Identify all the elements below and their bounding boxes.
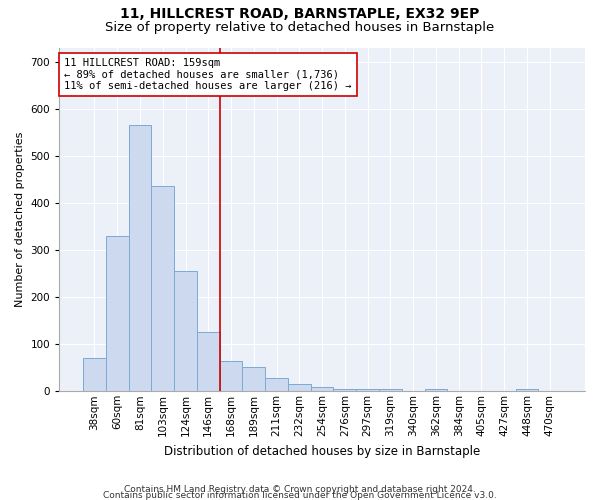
- Bar: [265, 378, 288, 392]
- Text: Size of property relative to detached houses in Barnstaple: Size of property relative to detached ho…: [106, 21, 494, 34]
- Bar: [106, 236, 128, 392]
- Bar: [334, 389, 356, 392]
- Bar: [151, 186, 174, 392]
- Text: 11, HILLCREST ROAD, BARNSTAPLE, EX32 9EP: 11, HILLCREST ROAD, BARNSTAPLE, EX32 9EP: [121, 8, 479, 22]
- Bar: [197, 332, 220, 392]
- Bar: [515, 390, 538, 392]
- Bar: [83, 358, 106, 392]
- Text: 11 HILLCREST ROAD: 159sqm
← 89% of detached houses are smaller (1,736)
11% of se: 11 HILLCREST ROAD: 159sqm ← 89% of detac…: [64, 58, 352, 91]
- Bar: [425, 390, 447, 392]
- Bar: [311, 386, 334, 392]
- X-axis label: Distribution of detached houses by size in Barnstaple: Distribution of detached houses by size …: [164, 444, 480, 458]
- Bar: [128, 125, 151, 392]
- Bar: [242, 367, 265, 392]
- Text: Contains public sector information licensed under the Open Government Licence v3: Contains public sector information licen…: [103, 490, 497, 500]
- Bar: [288, 384, 311, 392]
- Text: Contains HM Land Registry data © Crown copyright and database right 2024.: Contains HM Land Registry data © Crown c…: [124, 485, 476, 494]
- Y-axis label: Number of detached properties: Number of detached properties: [15, 132, 25, 307]
- Bar: [379, 390, 402, 392]
- Bar: [356, 389, 379, 392]
- Bar: [174, 271, 197, 392]
- Bar: [220, 360, 242, 392]
